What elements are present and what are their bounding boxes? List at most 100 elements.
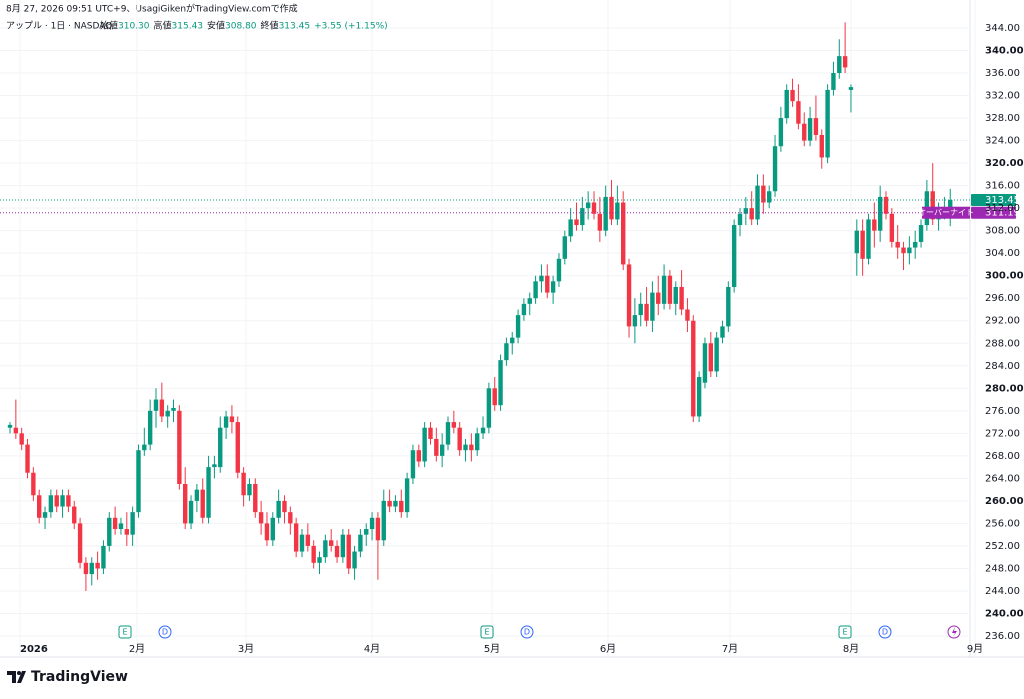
body bbox=[381, 500, 386, 541]
body bbox=[457, 427, 462, 451]
body bbox=[375, 517, 381, 541]
y-tick-label: 248.00 bbox=[985, 563, 1020, 574]
body bbox=[393, 500, 398, 507]
body bbox=[463, 444, 468, 451]
body bbox=[837, 56, 842, 74]
y-tick-label: 344.00 bbox=[985, 23, 1020, 34]
body bbox=[603, 196, 608, 231]
body bbox=[42, 512, 48, 518]
body bbox=[790, 89, 795, 102]
y-tick-label: 300.00 bbox=[985, 271, 1024, 282]
body bbox=[147, 410, 153, 445]
body bbox=[107, 517, 112, 546]
body bbox=[101, 545, 106, 569]
body bbox=[825, 89, 830, 158]
y-tick-label: 336.00 bbox=[985, 68, 1020, 79]
body bbox=[638, 303, 643, 316]
body bbox=[445, 422, 451, 445]
body bbox=[550, 281, 556, 293]
body bbox=[527, 298, 532, 304]
body bbox=[282, 500, 287, 513]
event-label: D bbox=[882, 628, 888, 637]
y-tick-label: 280.00 bbox=[985, 383, 1024, 394]
body bbox=[171, 408, 176, 411]
y-tick-label: 332.00 bbox=[985, 91, 1020, 102]
body bbox=[451, 422, 457, 428]
body bbox=[118, 523, 124, 530]
body bbox=[673, 286, 678, 304]
body bbox=[7, 424, 13, 428]
body bbox=[889, 213, 895, 242]
y-tick-label: 316.00 bbox=[985, 181, 1020, 192]
logo-text: TradingView bbox=[31, 669, 128, 685]
body bbox=[708, 343, 713, 372]
body bbox=[585, 202, 591, 209]
body bbox=[515, 315, 521, 338]
body bbox=[270, 517, 275, 541]
body bbox=[352, 551, 357, 569]
body bbox=[580, 208, 585, 226]
body bbox=[679, 286, 684, 310]
y-tick-label: 324.00 bbox=[985, 136, 1020, 147]
body bbox=[428, 427, 433, 439]
body bbox=[568, 219, 573, 237]
body bbox=[434, 438, 439, 456]
body bbox=[743, 208, 749, 214]
y-tick-label: 304.00 bbox=[985, 248, 1020, 259]
x-tick-label: 9月 bbox=[967, 643, 983, 655]
body bbox=[521, 303, 527, 316]
body bbox=[872, 219, 877, 231]
body bbox=[60, 495, 65, 507]
quote-value: 315.43 bbox=[172, 22, 204, 32]
price-tag bbox=[971, 193, 1016, 206]
x-tick-label: 2026 bbox=[20, 644, 48, 655]
body bbox=[784, 89, 789, 119]
body bbox=[615, 202, 620, 220]
body bbox=[486, 388, 492, 428]
event-icon bbox=[838, 625, 852, 639]
body bbox=[276, 500, 281, 518]
body bbox=[556, 258, 562, 282]
body bbox=[223, 416, 229, 428]
body bbox=[720, 326, 725, 338]
body bbox=[48, 495, 54, 513]
body bbox=[95, 562, 100, 569]
y-tick-label: 260.00 bbox=[985, 496, 1024, 507]
quote-label: 高値 bbox=[154, 20, 172, 32]
y-tick-label: 328.00 bbox=[985, 113, 1020, 124]
body bbox=[562, 236, 567, 259]
candles bbox=[7, 22, 953, 591]
body bbox=[621, 202, 626, 265]
body bbox=[661, 275, 667, 304]
y-tick-label: 252.00 bbox=[985, 541, 1020, 552]
x-tick-label: 3月 bbox=[238, 643, 254, 655]
body bbox=[691, 320, 696, 417]
body bbox=[253, 484, 258, 513]
y-tick-label: 320.00 bbox=[985, 158, 1024, 169]
body bbox=[772, 146, 778, 192]
body bbox=[299, 534, 305, 552]
body bbox=[404, 478, 410, 513]
event-icon bbox=[118, 625, 132, 639]
body bbox=[212, 464, 217, 468]
body bbox=[241, 472, 246, 496]
price-tag-label: 313.45 bbox=[985, 195, 1020, 206]
body bbox=[860, 230, 865, 259]
event-label: E bbox=[842, 628, 847, 637]
y-tick-label: 240.00 bbox=[985, 608, 1024, 619]
body bbox=[469, 444, 474, 451]
body bbox=[510, 337, 515, 344]
body bbox=[475, 433, 480, 451]
body bbox=[667, 275, 673, 304]
body bbox=[854, 230, 859, 254]
body bbox=[399, 500, 404, 513]
body bbox=[656, 292, 661, 304]
body bbox=[883, 196, 889, 214]
body bbox=[749, 208, 754, 220]
x-tick-label: 4月 bbox=[364, 643, 380, 655]
body bbox=[714, 337, 719, 372]
body bbox=[13, 427, 19, 434]
y-tick-label: 272.00 bbox=[985, 428, 1020, 439]
body bbox=[264, 523, 270, 541]
